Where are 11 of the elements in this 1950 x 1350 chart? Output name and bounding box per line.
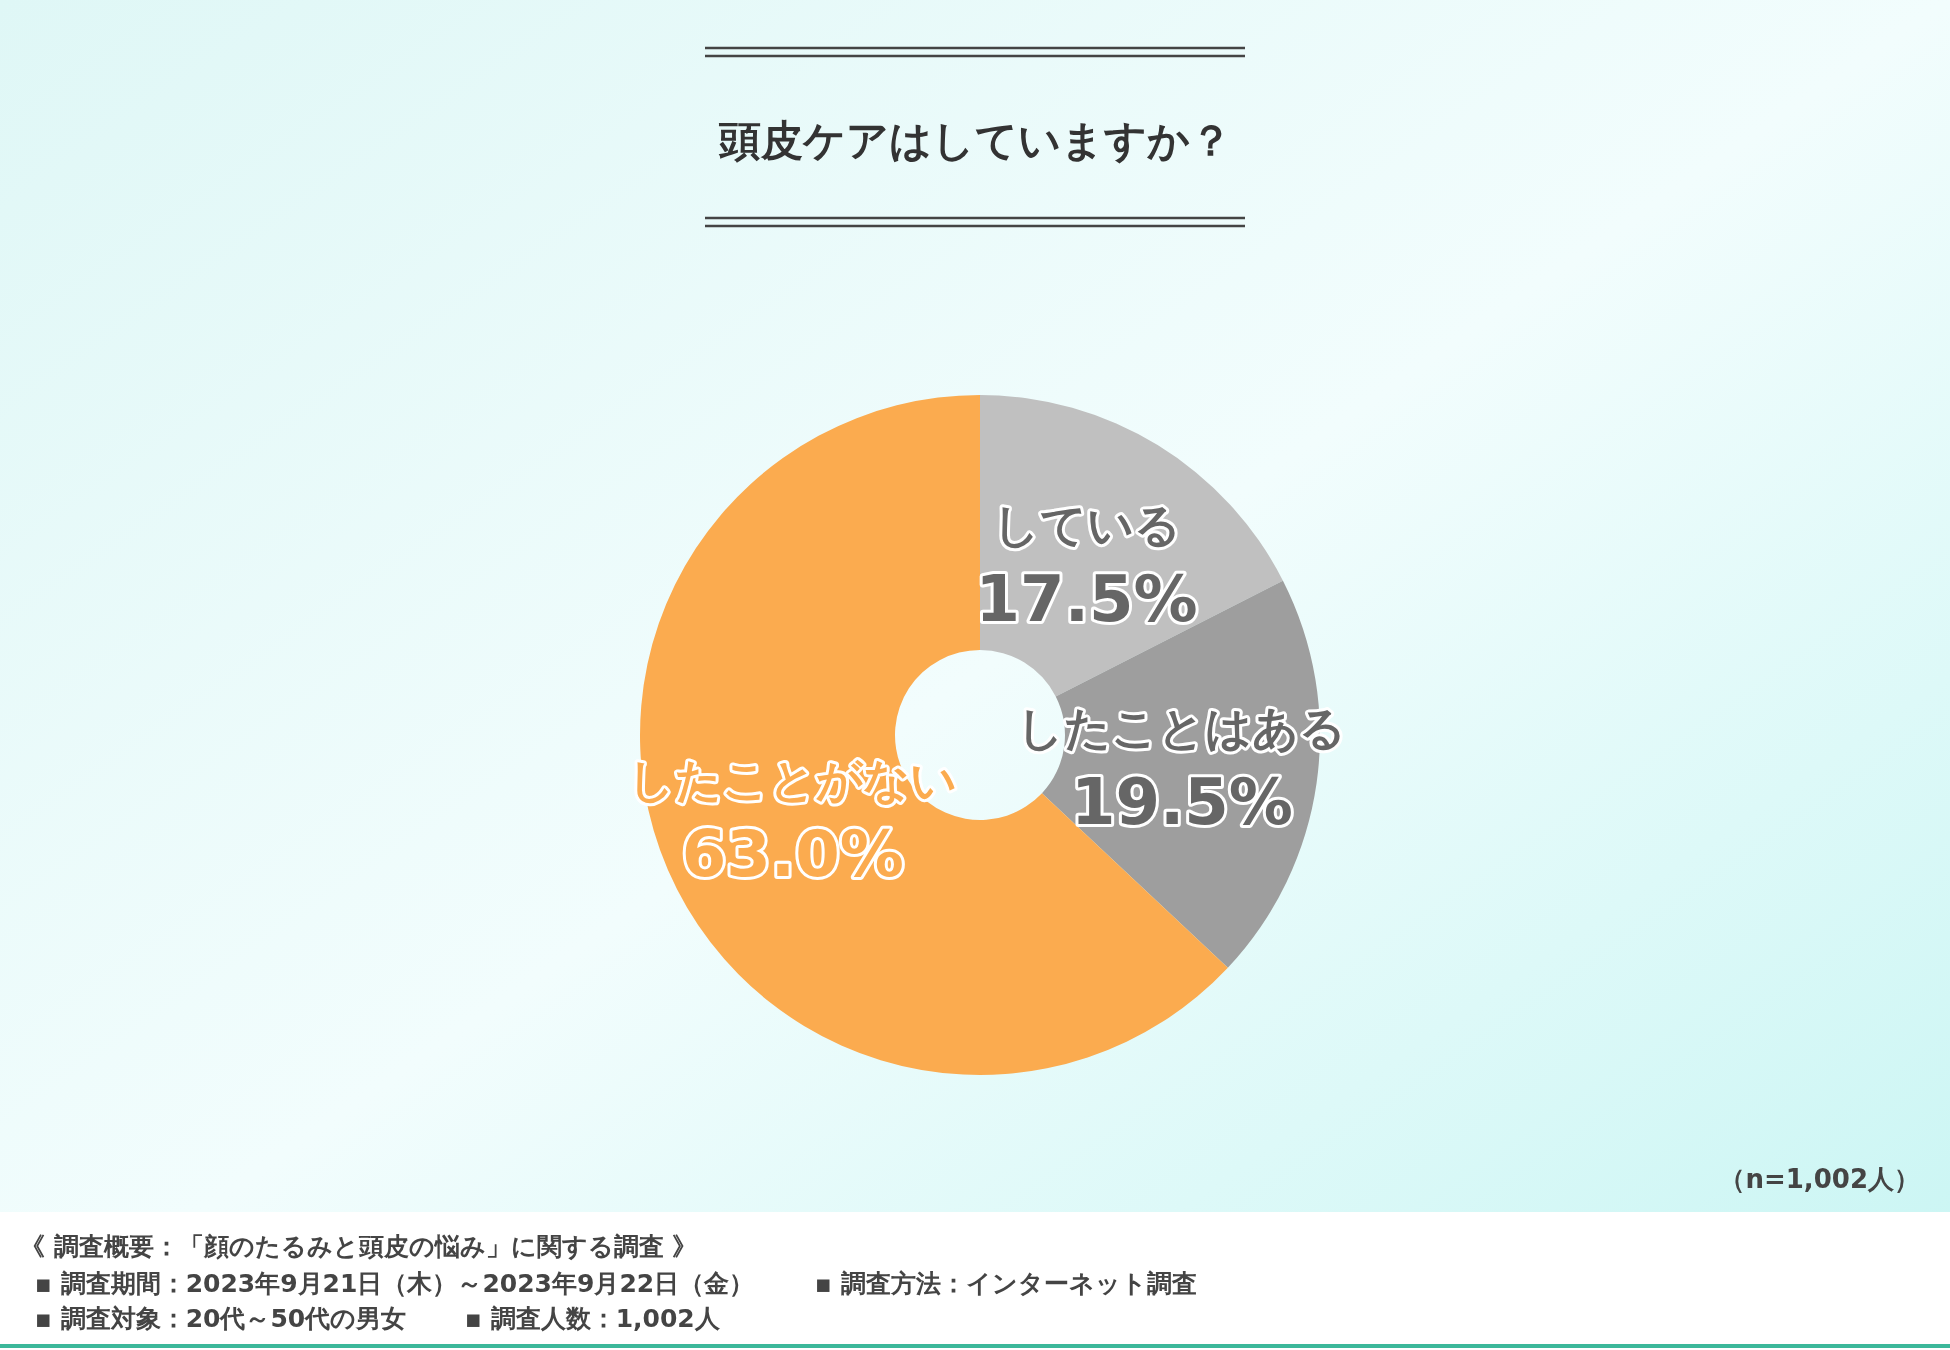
text: ▪ 調査対象：20代～50代の男女 bbox=[35, 1304, 407, 1333]
text: ▪ 調査期間：2023年9月21日（木）～2023年9月22日（金） bbox=[35, 1269, 755, 1298]
text: 《 調査概要：「顔のたるみと頭皮の悩み」に関する調査 》 bbox=[20, 1232, 698, 1261]
data-label: 17.5% bbox=[975, 562, 1198, 637]
chart-title: 頭皮ケアはしていますか？ bbox=[717, 116, 1232, 165]
data-label: 63.0% bbox=[681, 817, 904, 892]
data-label: 19.5% bbox=[1070, 764, 1293, 839]
slice-label: している bbox=[992, 498, 1181, 553]
text: （n=1,002人） bbox=[1719, 1164, 1920, 1194]
text: ▪ 調査方法：インターネット調査 bbox=[815, 1269, 1197, 1298]
text: ▪ 調査人数：1,002人 bbox=[465, 1304, 721, 1333]
